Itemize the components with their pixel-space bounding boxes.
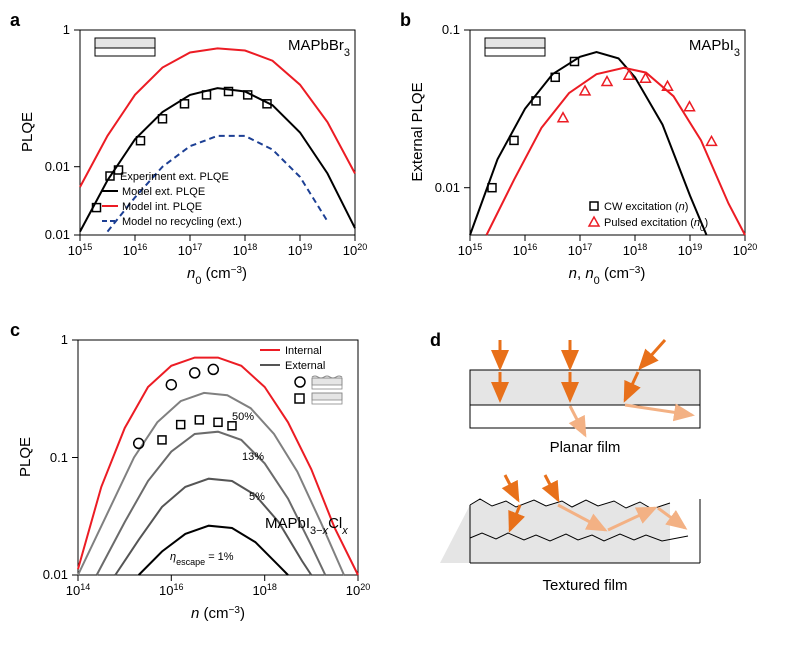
- svg-text:Pulsed excitation (n0): Pulsed excitation (n0): [604, 217, 708, 233]
- svg-text:1018: 1018: [252, 582, 276, 598]
- panel-c-pct5: 5%: [249, 491, 265, 503]
- panel-b-cw-markers: [488, 58, 579, 192]
- svg-text:0.01: 0.01: [45, 227, 70, 242]
- panel-c-xlabel: n (cm−3): [191, 605, 245, 623]
- svg-text:External: External: [285, 360, 325, 372]
- panel-c: c 1014 1016 1018 1020 0.01 0.1 1 n (cm−3…: [10, 320, 380, 630]
- panel-c-legend: Internal External: [260, 345, 342, 404]
- panel-c-pct13: 13%: [242, 451, 264, 463]
- svg-text:1019: 1019: [288, 242, 312, 258]
- textured-film-diagram: [440, 475, 700, 563]
- svg-text:1016: 1016: [159, 582, 183, 598]
- panel-d-diagram: Planar film Textured film: [430, 330, 760, 630]
- svg-text:0.01: 0.01: [45, 159, 70, 174]
- panel-c-ylabel: PLQE: [17, 437, 34, 477]
- svg-text:1: 1: [61, 332, 68, 347]
- svg-text:1018: 1018: [233, 242, 257, 258]
- svg-text:Model int. PLQE: Model int. PLQE: [122, 201, 202, 213]
- panel-a-label: a: [10, 10, 20, 31]
- svg-text:1014: 1014: [66, 582, 90, 598]
- panel-c-label: c: [10, 320, 20, 341]
- panel-b-title: MAPbI3: [689, 37, 740, 59]
- svg-text:Model no recycling (ext.): Model no recycling (ext.): [122, 216, 242, 228]
- svg-text:0.1: 0.1: [50, 450, 68, 465]
- textured-film-label: Textured film: [542, 577, 627, 594]
- svg-text:1: 1: [63, 22, 70, 37]
- panel-c-eta-label: ηescape = 1%: [170, 551, 234, 567]
- svg-text:1020: 1020: [346, 582, 370, 598]
- panel-b-label: b: [400, 10, 411, 31]
- panel-c-internal: [78, 358, 358, 575]
- svg-text:0.01: 0.01: [43, 567, 68, 582]
- panel-c-pct50: 50%: [232, 411, 254, 423]
- svg-text:1020: 1020: [343, 242, 367, 258]
- panel-a-xlabel: n0 (cm−3): [187, 265, 247, 288]
- panel-a-yticks: 0.01 0.01 1: [45, 22, 80, 242]
- panel-a-legend: Experiment ext. PLQE Model ext. PLQE Mod…: [102, 171, 242, 228]
- panel-a-film-inset: [95, 38, 155, 56]
- svg-text:0.1: 0.1: [442, 22, 460, 37]
- panel-b-film-inset: [485, 38, 545, 56]
- planar-film-label: Planar film: [550, 439, 621, 456]
- svg-text:1017: 1017: [178, 242, 202, 258]
- svg-text:Internal: Internal: [285, 345, 322, 357]
- panel-a-ylabel: PLQE: [19, 112, 36, 152]
- panel-d: d Planar film: [430, 330, 760, 630]
- panel-b-chart: 1015 1016 1017 1018 1019 1020 0.01 0.1 n…: [400, 10, 770, 290]
- panel-a-title: MAPbBr3: [288, 37, 350, 59]
- panel-a-xticks: 1015 1016 1017 1018 1019 1020: [68, 235, 367, 258]
- panel-c-chart: 1014 1016 1018 1020 0.01 0.1 1 n (cm−3) …: [10, 320, 380, 630]
- panel-d-label: d: [430, 330, 441, 351]
- svg-text:1019: 1019: [678, 242, 702, 258]
- svg-text:CW excitation (n): CW excitation (n): [604, 201, 688, 213]
- planar-film-diagram: [470, 340, 700, 435]
- svg-text:1016: 1016: [513, 242, 537, 258]
- svg-text:1015: 1015: [68, 242, 92, 258]
- svg-text:1017: 1017: [568, 242, 592, 258]
- panel-c-title: MAPbI3−xClx: [265, 515, 348, 537]
- svg-text:0.01: 0.01: [435, 180, 460, 195]
- panel-c-ext50: [78, 393, 344, 575]
- panel-b-legend: CW excitation (n) Pulsed excitation (n0): [589, 201, 708, 233]
- svg-text:1018: 1018: [623, 242, 647, 258]
- panel-a: a 1015 1016 1017 1018 1019 1020 0.01 0.0…: [10, 10, 380, 290]
- svg-text:Experiment ext. PLQE: Experiment ext. PLQE: [120, 171, 229, 183]
- panel-b-ylabel: External PLQE: [409, 82, 426, 181]
- svg-text:1015: 1015: [458, 242, 482, 258]
- svg-text:Model ext. PLQE: Model ext. PLQE: [122, 186, 205, 198]
- panel-a-chart: 1015 1016 1017 1018 1019 1020 0.01 0.01 …: [10, 10, 380, 290]
- panel-c-square-markers: [158, 416, 236, 444]
- panel-b: b 1015 1016 1017 1018 1019 1020 0.01 0.1…: [400, 10, 770, 290]
- svg-text:1020: 1020: [733, 242, 757, 258]
- panel-b-xlabel: n, n0 (cm−3): [569, 265, 646, 288]
- svg-text:1016: 1016: [123, 242, 147, 258]
